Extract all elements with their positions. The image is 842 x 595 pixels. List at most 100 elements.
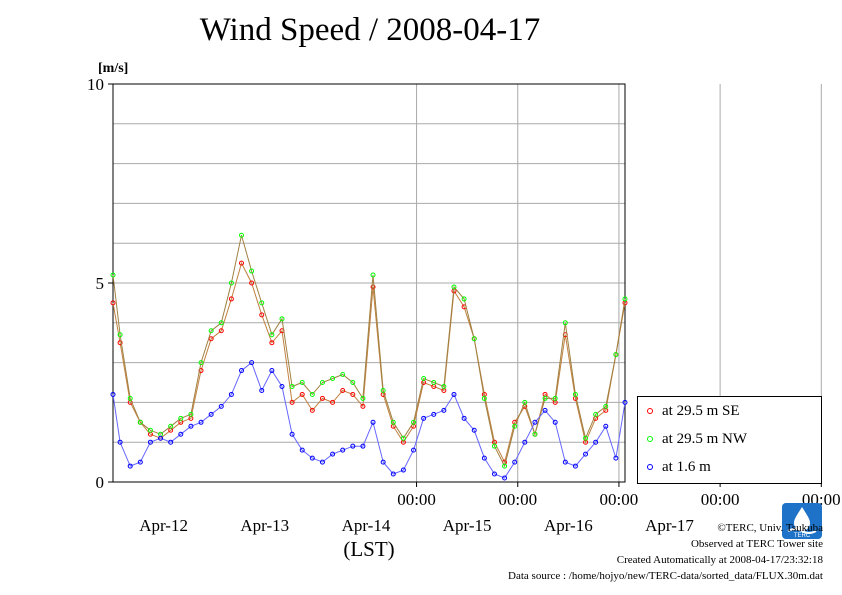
legend-item-nw: at 29.5 m NW <box>646 429 747 449</box>
data-point <box>400 435 406 441</box>
legend-label-low: at 1.6 m <box>662 459 711 475</box>
data-point <box>380 387 386 393</box>
data-point <box>390 419 396 425</box>
data-point <box>168 423 174 429</box>
data-point <box>451 391 457 397</box>
data-point <box>147 427 153 433</box>
legend-marker-low-icon <box>646 463 656 473</box>
data-point <box>259 312 265 318</box>
data-point <box>127 463 133 469</box>
data-point <box>279 316 285 322</box>
data-point <box>228 296 234 302</box>
data-point <box>502 463 508 469</box>
data-point <box>117 340 123 346</box>
data-point <box>309 407 315 413</box>
y-axis-label: [m/s] <box>98 61 128 76</box>
data-point <box>289 383 295 389</box>
x-axis-label: (LST) <box>343 537 394 561</box>
credit-created: Created Automatically at 2008-04-17/23:3… <box>616 554 823 566</box>
data-point <box>330 451 336 457</box>
data-point <box>532 419 538 425</box>
data-point <box>239 232 245 238</box>
data-point <box>299 447 305 453</box>
data-point <box>350 380 356 385</box>
terc-logo-icon: TERC <box>782 503 822 539</box>
data-point <box>330 399 336 405</box>
data-point <box>208 328 214 334</box>
credit-copyright: ©TERC, Univ. Tsukuba <box>717 522 823 534</box>
x-tick-label: 00:00 <box>498 490 537 509</box>
data-point <box>360 395 366 401</box>
data-point <box>593 439 599 445</box>
data-point <box>593 411 599 417</box>
data-point <box>411 447 417 453</box>
data-point <box>350 391 356 397</box>
data-point <box>411 419 417 425</box>
legend-marker-nw-icon <box>646 435 656 445</box>
data-point <box>110 272 116 278</box>
data-point <box>441 407 447 413</box>
data-point <box>208 411 214 417</box>
data-point <box>188 411 194 417</box>
x-tick-label: 00:00 <box>397 490 436 509</box>
data-point <box>117 332 123 338</box>
data-point <box>239 368 245 374</box>
data-point <box>421 415 427 421</box>
data-point <box>259 387 265 393</box>
data-point <box>360 443 366 449</box>
data-point <box>572 391 578 397</box>
data-point <box>299 391 305 397</box>
data-point <box>603 403 609 409</box>
data-point <box>137 459 143 465</box>
data-point <box>218 328 224 334</box>
data-point <box>481 395 487 401</box>
data-point <box>178 415 184 421</box>
y-tick-label: 5 <box>96 274 105 293</box>
data-point <box>319 395 325 401</box>
data-point <box>461 415 467 421</box>
data-point <box>340 372 346 378</box>
legend-marker-se-icon <box>646 407 656 417</box>
data-point <box>542 395 548 401</box>
x-tick-label: 00:00 <box>600 490 639 509</box>
data-point <box>269 332 275 338</box>
data-point <box>147 439 153 445</box>
data-point <box>603 423 609 429</box>
legend: at 29.5 m SE at 29.5 m NW at 1.6 m <box>637 396 822 484</box>
data-point <box>622 296 628 302</box>
logo-text: TERC <box>794 533 811 539</box>
data-point <box>137 419 143 425</box>
data-point <box>110 300 116 306</box>
legend-item-se: at 29.5 m SE <box>646 401 740 421</box>
data-point <box>289 431 295 437</box>
data-point <box>228 391 234 397</box>
data-point <box>228 280 234 286</box>
y-tick-label: 10 <box>87 75 104 94</box>
data-point <box>249 360 255 366</box>
data-point <box>188 423 194 429</box>
data-point <box>249 280 255 286</box>
data-point <box>269 340 275 346</box>
series-line <box>112 361 626 479</box>
data-point <box>370 284 376 290</box>
data-point <box>360 403 366 409</box>
data-point <box>552 395 558 401</box>
data-point <box>309 391 315 397</box>
data-point <box>259 300 265 306</box>
data-point <box>390 471 396 477</box>
x-date-label: Apr-17 <box>645 516 694 535</box>
series-line <box>112 261 626 464</box>
legend-label-nw: at 29.5 m NW <box>662 431 747 447</box>
data-point <box>218 403 224 409</box>
data-point <box>512 423 518 429</box>
data-point <box>350 443 356 449</box>
data-point <box>461 296 467 302</box>
data-point <box>552 419 558 425</box>
data-point <box>400 467 406 473</box>
data-point <box>431 380 437 385</box>
credit-source: Data source : /home/hojyo/new/TERC-data/… <box>508 570 823 582</box>
data-point <box>127 395 133 401</box>
data-point <box>613 455 619 461</box>
legend-item-low: at 1.6 m <box>646 457 711 477</box>
data-point <box>269 368 275 374</box>
